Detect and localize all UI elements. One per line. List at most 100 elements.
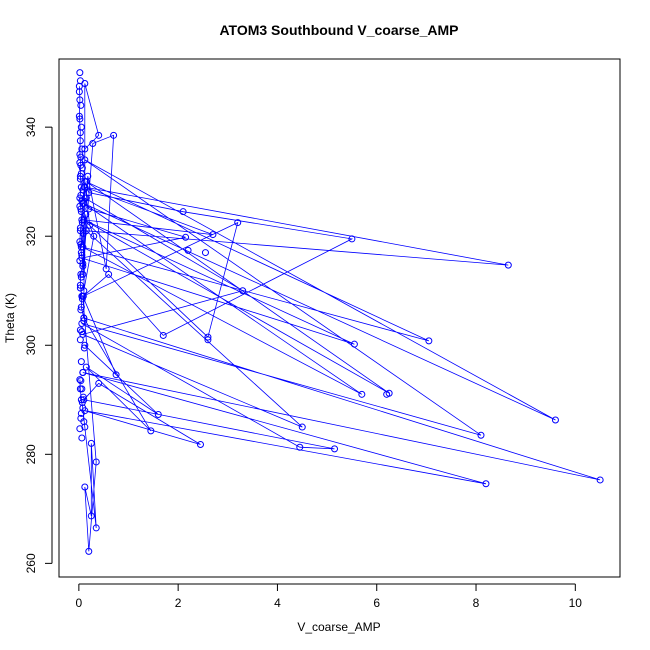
x-tick-label: 6	[373, 596, 380, 610]
data-point	[92, 524, 100, 532]
x-axis: 0 2 4 6 8 10	[76, 583, 583, 610]
data-point	[77, 270, 85, 278]
data-point	[77, 123, 85, 131]
data-point	[95, 131, 103, 139]
series-layer	[75, 69, 604, 555]
data-point	[596, 476, 604, 484]
data-point	[234, 219, 242, 227]
data-point	[105, 270, 113, 278]
data-point	[80, 344, 88, 352]
data-point	[209, 231, 217, 239]
data-point	[82, 363, 90, 371]
data-point	[182, 233, 190, 241]
data-point	[81, 145, 89, 153]
data-point	[159, 331, 167, 339]
data-point	[78, 145, 86, 153]
data-point	[331, 445, 339, 453]
y-axis: 260 280 300 320 340	[24, 117, 53, 573]
data-point	[78, 399, 86, 407]
data-point	[204, 333, 212, 341]
data-point	[78, 295, 86, 303]
y-tick-label: 320	[24, 226, 38, 246]
data-point	[425, 337, 433, 345]
data-point	[77, 414, 85, 422]
data-point	[75, 88, 83, 96]
data-point	[76, 77, 84, 85]
y-tick-label: 340	[24, 117, 38, 137]
y-axis-label: Theta (K)	[3, 293, 17, 343]
data-point	[77, 358, 85, 366]
data-point	[296, 443, 304, 451]
series-line	[78, 83, 601, 552]
y-tick-label: 260	[24, 553, 38, 573]
data-point	[76, 281, 84, 289]
data-point	[78, 385, 86, 393]
data-point	[80, 314, 88, 322]
data-point	[76, 137, 84, 145]
x-axis-label: V_coarse_AMP	[297, 620, 380, 634]
data-point	[77, 377, 85, 385]
data-point	[92, 458, 100, 466]
data-point	[90, 232, 98, 240]
data-point	[204, 336, 212, 344]
data-point	[76, 336, 84, 344]
data-point	[78, 328, 86, 336]
data-point	[77, 409, 85, 417]
data-point	[350, 340, 358, 348]
data-point	[110, 131, 118, 139]
data-point	[201, 249, 209, 257]
data-point	[76, 425, 84, 433]
data-point	[154, 411, 162, 419]
data-point	[112, 371, 120, 379]
data-point	[79, 369, 87, 377]
x-tick-label: 10	[569, 596, 583, 610]
data-point	[81, 483, 89, 491]
data-point	[79, 229, 87, 237]
data-point	[85, 189, 93, 197]
data-point	[76, 257, 84, 265]
data-point	[239, 287, 247, 295]
data-point	[482, 480, 490, 488]
data-point	[81, 341, 89, 349]
data-point	[76, 175, 84, 183]
x-tick-label: 2	[175, 596, 182, 610]
data-point	[76, 376, 84, 384]
data-point	[85, 205, 93, 213]
data-point	[77, 240, 85, 248]
data-point	[89, 140, 97, 148]
data-point	[78, 434, 86, 442]
data-point	[87, 512, 95, 520]
data-point	[358, 390, 366, 398]
data-point	[76, 115, 84, 123]
data-point	[196, 441, 204, 449]
data-point	[79, 262, 87, 270]
data-point	[76, 284, 84, 292]
data-point	[184, 246, 192, 254]
data-point	[551, 416, 559, 424]
data-point	[85, 547, 93, 555]
x-tick-label: 0	[76, 596, 83, 610]
data-point	[86, 221, 94, 229]
data-point	[77, 101, 85, 109]
data-point	[75, 112, 83, 120]
x-tick-label: 4	[274, 596, 281, 610]
data-point	[77, 303, 85, 311]
data-point	[348, 235, 356, 243]
data-point	[79, 292, 87, 300]
data-point	[78, 216, 86, 224]
data-point	[87, 439, 95, 447]
data-point	[504, 261, 512, 269]
data-point	[298, 423, 306, 431]
data-point	[77, 273, 85, 281]
data-point	[76, 224, 84, 232]
data-point	[147, 427, 155, 435]
data-point	[179, 208, 187, 216]
data-point	[77, 208, 85, 216]
data-point	[477, 431, 485, 439]
chart-title: ATOM3 Southbound V_coarse_AMP	[219, 22, 458, 38]
y-tick-label: 280	[24, 444, 38, 464]
data-point	[82, 178, 90, 186]
x-tick-label: 8	[473, 596, 480, 610]
y-tick-label: 300	[24, 335, 38, 355]
